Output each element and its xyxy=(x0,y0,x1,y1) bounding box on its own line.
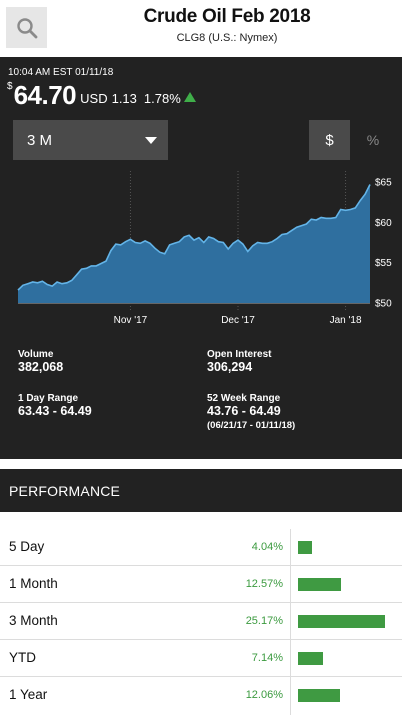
performance-value: 25.17% xyxy=(245,615,283,627)
price-area xyxy=(18,184,370,303)
volume-label: Volume xyxy=(18,349,54,360)
week52-range-value: 43.76 - 64.49 xyxy=(207,404,281,418)
price-row: $ 64.70 USD 1.13 1.78% xyxy=(7,80,196,110)
performance-row: 5 Day 4.04% xyxy=(0,529,402,566)
performance-bar xyxy=(298,578,342,591)
quote-timestamp: 10:04 AM EST 01/11/18 xyxy=(8,67,114,78)
time-range-select[interactable]: 3 M xyxy=(13,120,168,160)
header: Crude Oil Feb 2018 CLG8 (U.S.: Nymex) xyxy=(0,0,402,57)
performance-list: 5 Day 4.04% 1 Month 12.57% 3 Month 25.17… xyxy=(0,529,402,714)
time-range-value: 3 M xyxy=(27,131,53,149)
performance-bar xyxy=(298,689,340,702)
open-interest-stat: Open Interest 306,294 xyxy=(207,349,271,375)
dollar-view-button[interactable]: $ xyxy=(309,120,350,160)
performance-period: 5 Day xyxy=(9,539,45,554)
performance-period: YTD xyxy=(9,650,36,665)
chevron-down-icon xyxy=(145,137,157,144)
day-range-stat: 1 Day Range 63.43 - 64.49 xyxy=(18,393,92,419)
price-chart[interactable]: $65 $60 $55 $50 Nov '17 Dec '17 Jan '18 xyxy=(0,171,402,331)
week52-range-dates: (06/21/17 - 01/11/18) xyxy=(207,420,296,431)
y-tick-label: $50 xyxy=(375,299,392,310)
page-title: Crude Oil Feb 2018 xyxy=(143,6,311,27)
performance-row: 3 Month 25.17% xyxy=(0,603,402,640)
performance-divider xyxy=(290,529,291,715)
y-tick-label: $60 xyxy=(375,218,392,229)
week52-range-stat: 52 Week Range 43.76 - 64.49 (06/21/17 - … xyxy=(207,393,295,432)
y-tick-label: $65 xyxy=(375,178,392,189)
x-tick-label: Nov '17 xyxy=(114,315,148,326)
x-tick-label: Jan '18 xyxy=(330,315,362,326)
percent-view-button[interactable]: % xyxy=(366,132,380,148)
price-line xyxy=(17,184,371,291)
performance-row: YTD 7.14% xyxy=(0,640,402,677)
day-range-value: 63.43 - 64.49 xyxy=(18,404,92,418)
performance-bar xyxy=(298,615,385,628)
search-button[interactable] xyxy=(6,7,47,48)
price-change-percent: 1.78% xyxy=(143,91,181,106)
day-range-label: 1 Day Range xyxy=(18,393,79,404)
open-interest-label: Open Interest xyxy=(207,349,272,360)
performance-period: 3 Month xyxy=(9,613,58,628)
performance-period: 1 Year xyxy=(9,687,48,702)
volume-value: 382,068 xyxy=(18,360,64,374)
x-tick-label: Dec '17 xyxy=(221,315,255,326)
search-icon xyxy=(16,17,37,38)
performance-bar xyxy=(298,541,312,554)
performance-row: 1 Month 12.57% xyxy=(0,566,402,603)
quote-panel: 10:04 AM EST 01/11/18 $ 64.70 USD 1.13 1… xyxy=(0,57,402,459)
week52-range-label: 52 Week Range xyxy=(207,393,281,404)
performance-value: 4.04% xyxy=(251,541,283,553)
currency-code: USD xyxy=(80,91,108,106)
currency-sign: $ xyxy=(7,81,13,92)
volume-stat: Volume 382,068 xyxy=(18,349,63,375)
up-arrow-icon xyxy=(183,92,196,102)
open-interest-value: 306,294 xyxy=(207,360,253,374)
performance-period: 1 Month xyxy=(9,576,58,591)
performance-value: 7.14% xyxy=(251,652,283,664)
symbol-exchange: CLG8 (U.S.: Nymex) xyxy=(176,32,278,44)
performance-row: 1 Year 12.06% xyxy=(0,677,402,714)
performance-bar xyxy=(298,652,323,665)
performance-header: PERFORMANCE xyxy=(0,469,402,512)
performance-value: 12.57% xyxy=(245,578,283,590)
last-price: 64.70 xyxy=(13,80,77,110)
price-change: 1.13 xyxy=(111,91,137,106)
performance-value: 12.06% xyxy=(245,689,283,701)
y-tick-label: $55 xyxy=(375,258,392,269)
